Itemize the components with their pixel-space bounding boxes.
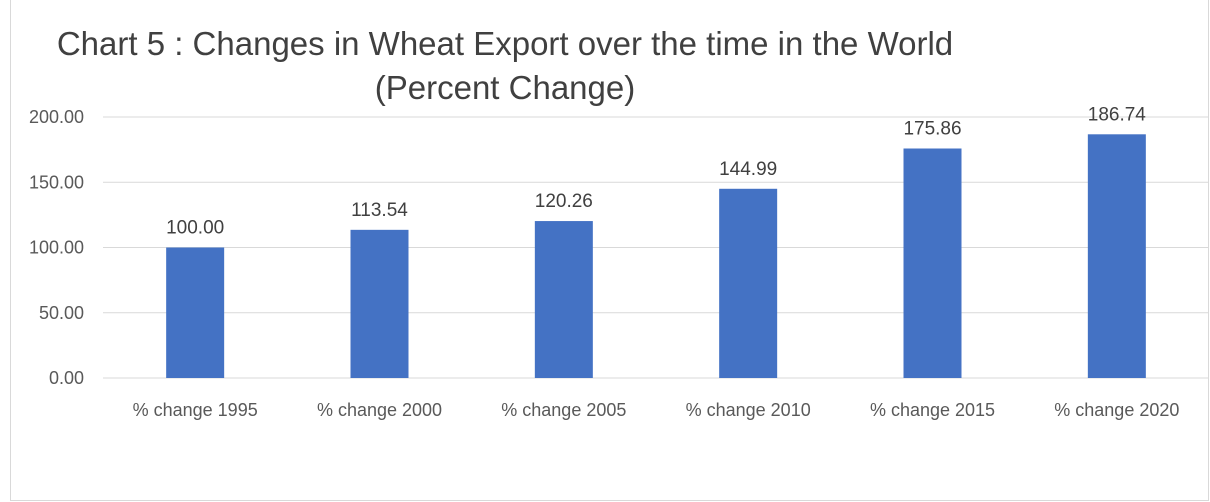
y-tick-label: 0.00 bbox=[49, 368, 84, 388]
data-label: 175.86 bbox=[903, 119, 961, 140]
x-category-label: % change 2000 bbox=[317, 400, 442, 420]
bar bbox=[903, 148, 962, 378]
bar bbox=[166, 247, 225, 378]
bar bbox=[1087, 134, 1146, 378]
bar bbox=[534, 221, 593, 378]
chart-title-line1: Chart 5 : Changes in Wheat Export over t… bbox=[56, 25, 954, 62]
chart-title: Chart 5 : Changes in Wheat Export over t… bbox=[0, 22, 1010, 110]
x-category-label: % change 2005 bbox=[501, 400, 626, 420]
y-tick-label: 150.00 bbox=[29, 172, 84, 192]
y-tick-label: 50.00 bbox=[39, 303, 84, 323]
data-label: 186.74 bbox=[1088, 104, 1147, 125]
x-category-label: % change 2010 bbox=[686, 400, 811, 420]
bar bbox=[350, 229, 409, 378]
bar bbox=[719, 188, 778, 378]
data-label: 120.26 bbox=[535, 191, 593, 212]
y-tick-label: 100.00 bbox=[29, 238, 84, 258]
data-label: 113.54 bbox=[351, 200, 408, 221]
data-label: 144.99 bbox=[719, 159, 777, 180]
x-category-label: % change 1995 bbox=[133, 400, 258, 420]
data-label: 100.00 bbox=[166, 218, 224, 239]
x-category-label: % change 2020 bbox=[1054, 400, 1179, 420]
y-tick-label: 200.00 bbox=[29, 107, 84, 127]
chart-title-line2: (Percent Change) bbox=[374, 69, 636, 106]
x-category-label: % change 2015 bbox=[870, 400, 995, 420]
